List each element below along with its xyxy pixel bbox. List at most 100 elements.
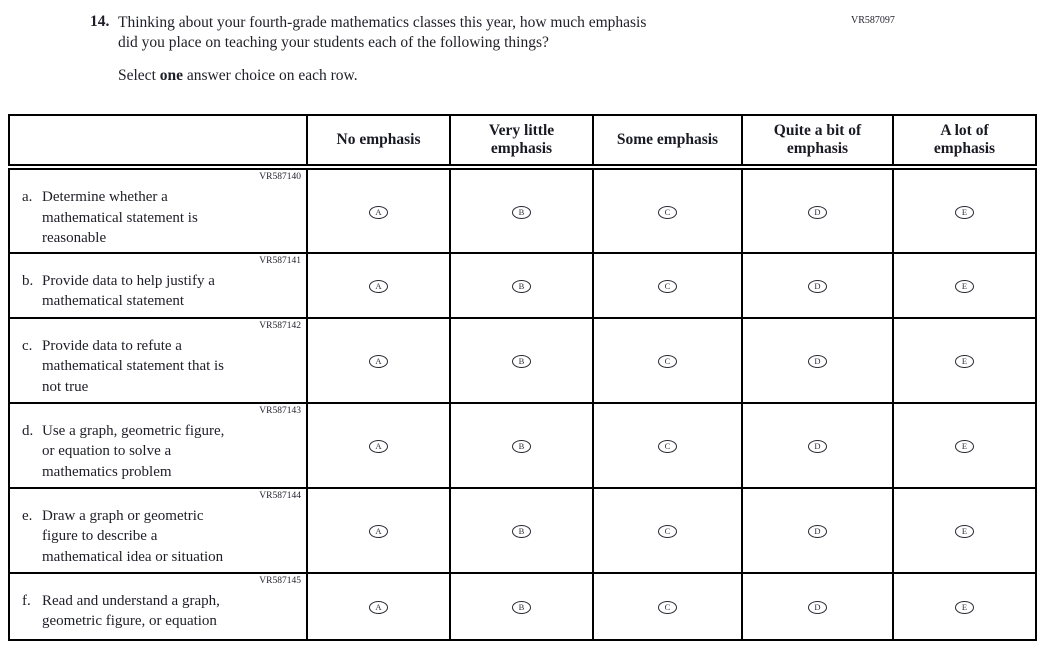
question-block: 14. Thinking about your fourth-grade mat… <box>0 13 1043 53</box>
row-code: VR587144 <box>259 490 301 501</box>
option-cell: C <box>592 166 743 254</box>
option-bubble-d[interactable]: D <box>808 279 827 293</box>
row-text: Provide data to refute a mathematical st… <box>42 337 225 395</box>
option-cell: D <box>741 401 894 489</box>
row-label-cell: VR587142 c. Provide data to refute a mat… <box>8 316 308 404</box>
option-bubble-c[interactable]: C <box>658 439 677 453</box>
option-cell: E <box>892 316 1037 404</box>
row-code: VR587141 <box>259 255 301 266</box>
option-cell: B <box>449 571 594 641</box>
instruction-prefix: Select <box>118 67 160 84</box>
row-label-cell: VR587141 b. Provide data to help justify… <box>8 251 308 319</box>
row-label-cell: VR587143 d. Use a graph, geometric figur… <box>8 401 308 489</box>
option-bubble-a[interactable]: A <box>369 279 388 293</box>
option-cell: C <box>592 486 743 574</box>
column-header-a-lot-of-emphasis: A lot of emphasis <box>892 114 1037 170</box>
option-bubble-e[interactable]: E <box>955 600 974 614</box>
option-cell: E <box>892 166 1037 254</box>
table-row-e: VR587144 e. Draw a graph or geometric fi… <box>8 486 1037 574</box>
column-header-some-emphasis: Some emphasis <box>592 114 743 170</box>
option-bubble-a[interactable]: A <box>369 354 388 368</box>
row-code: VR587143 <box>259 405 301 416</box>
option-bubble-d[interactable]: D <box>808 600 827 614</box>
option-cell: A <box>306 316 451 404</box>
option-cell: C <box>592 251 743 319</box>
corner-cell <box>8 114 308 170</box>
row-label-cell: VR587145 f. Read and understand a graph,… <box>8 571 308 641</box>
row-text: Provide data to help justify a mathemati… <box>42 272 215 310</box>
instruction-suffix: answer choice on each row. <box>183 67 358 84</box>
option-cell: A <box>306 166 451 254</box>
option-cell: C <box>592 316 743 404</box>
option-bubble-c[interactable]: C <box>658 354 677 368</box>
select-instruction: Select one answer choice on each row. <box>0 67 1043 85</box>
column-header-no-emphasis: No emphasis <box>306 114 451 170</box>
table-row-d: VR587143 d. Use a graph, geometric figur… <box>8 401 1037 489</box>
option-cell: E <box>892 251 1037 319</box>
option-bubble-b[interactable]: B <box>512 205 531 219</box>
table-row-c: VR587142 c. Provide data to refute a mat… <box>8 316 1037 404</box>
column-header-very-little-emphasis: Very little emphasis <box>449 114 594 170</box>
row-letter: a. <box>22 189 33 205</box>
option-cell: B <box>449 166 594 254</box>
option-bubble-e[interactable]: E <box>955 524 974 538</box>
option-bubble-c[interactable]: C <box>658 279 677 293</box>
header-row: No emphasis Very little emphasis Some em… <box>8 114 1037 170</box>
option-cell: D <box>741 316 894 404</box>
option-cell: E <box>892 486 1037 574</box>
option-cell: A <box>306 401 451 489</box>
option-cell: A <box>306 571 451 641</box>
option-cell: E <box>892 401 1037 489</box>
option-bubble-a[interactable]: A <box>369 600 388 614</box>
option-cell: C <box>592 401 743 489</box>
row-label-cell: VR587140 a. Determine whether a mathemat… <box>8 166 308 254</box>
table-row-a: VR587140 a. Determine whether a mathemat… <box>8 166 1037 254</box>
row-text: Draw a graph or geometric figure to desc… <box>42 507 224 565</box>
option-cell: B <box>449 486 594 574</box>
option-bubble-e[interactable]: E <box>955 279 974 293</box>
row-code: VR587142 <box>259 320 301 331</box>
option-bubble-d[interactable]: D <box>808 205 827 219</box>
row-text: Use a graph, geometric figure, or equati… <box>42 422 225 480</box>
option-cell: D <box>741 251 894 319</box>
option-cell: D <box>741 166 894 254</box>
row-letter: c. <box>22 337 33 354</box>
option-bubble-c[interactable]: C <box>658 600 677 614</box>
row-text: Determine whether a mathematical stateme… <box>42 189 198 246</box>
option-bubble-b[interactable]: B <box>512 354 531 368</box>
row-label-cell: VR587144 e. Draw a graph or geometric fi… <box>8 486 308 574</box>
option-bubble-a[interactable]: A <box>369 205 388 219</box>
row-letter: d. <box>22 422 34 439</box>
option-bubble-c[interactable]: C <box>658 205 677 219</box>
question-text: Thinking about your fourth-grade mathema… <box>118 14 647 51</box>
question-number: 14. <box>90 13 110 30</box>
row-letter: e. <box>22 507 33 524</box>
option-bubble-c[interactable]: C <box>658 524 677 538</box>
option-cell: B <box>449 251 594 319</box>
option-bubble-b[interactable]: B <box>512 439 531 453</box>
option-cell: A <box>306 251 451 319</box>
option-cell: E <box>892 571 1037 641</box>
option-bubble-e[interactable]: E <box>955 205 974 219</box>
option-bubble-a[interactable]: A <box>369 439 388 453</box>
option-bubble-b[interactable]: B <box>512 524 531 538</box>
table-row-f: VR587145 f. Read and understand a graph,… <box>8 571 1037 641</box>
option-bubble-d[interactable]: D <box>808 439 827 453</box>
option-bubble-e[interactable]: E <box>955 439 974 453</box>
option-bubble-b[interactable]: B <box>512 279 531 293</box>
row-letter: f. <box>22 592 31 609</box>
column-header-quite-a-bit-of-emphasis: Quite a bit of emphasis <box>741 114 894 170</box>
option-cell: C <box>592 571 743 641</box>
option-bubble-d[interactable]: D <box>808 524 827 538</box>
row-letter: b. <box>22 272 34 289</box>
option-cell: A <box>306 486 451 574</box>
option-cell: D <box>741 571 894 641</box>
row-text: Read and understand a graph, geometric f… <box>42 592 220 630</box>
form-code: VR587097 <box>851 15 895 26</box>
table-row-b: VR587141 b. Provide data to help justify… <box>8 251 1037 319</box>
row-code: VR587140 <box>259 172 301 182</box>
option-bubble-a[interactable]: A <box>369 524 388 538</box>
option-bubble-b[interactable]: B <box>512 600 531 614</box>
option-bubble-d[interactable]: D <box>808 354 827 368</box>
option-bubble-e[interactable]: E <box>955 354 974 368</box>
